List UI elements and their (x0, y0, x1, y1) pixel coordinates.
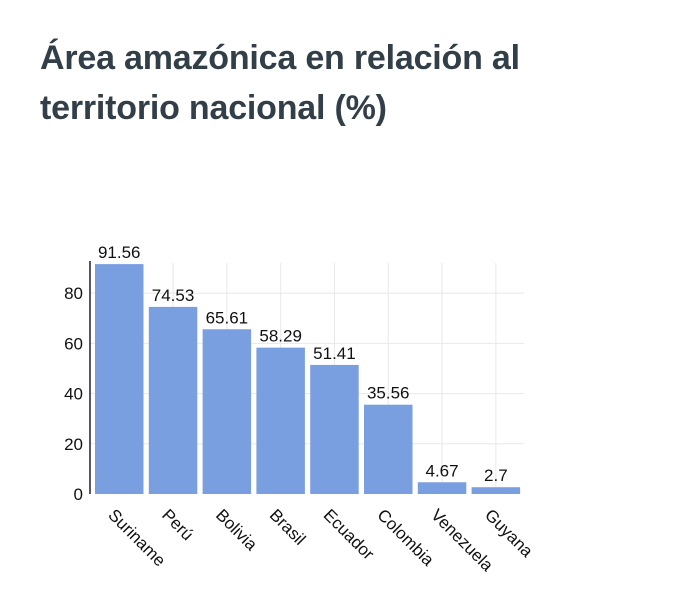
y-tick-label: 60 (64, 334, 83, 353)
data-label: 4.67 (426, 461, 459, 480)
data-label: 91.56 (98, 243, 141, 262)
bar (202, 329, 252, 494)
x-tick-label: Perú (158, 505, 197, 544)
x-tick-label: Ecuador (320, 505, 378, 563)
data-label: 58.29 (259, 327, 302, 346)
data-label: 65.61 (206, 308, 249, 327)
x-tick-label: Brasil (266, 505, 309, 548)
bar (148, 306, 198, 494)
data-label: 2.7 (484, 466, 508, 485)
bar (95, 264, 144, 494)
y-tick-label: 0 (74, 485, 83, 504)
data-label: 35.56 (367, 384, 410, 403)
x-tick-label: Bolivia (212, 505, 261, 554)
data-label: 51.41 (313, 344, 356, 363)
bar (256, 347, 305, 494)
bar (471, 487, 521, 494)
x-tick-label: Colombia (373, 505, 438, 570)
y-tick-label: 80 (64, 284, 83, 303)
data-label: 74.53 (152, 286, 195, 305)
x-tick-label: Suriname (104, 505, 169, 570)
bar (310, 364, 359, 494)
bar (364, 404, 413, 494)
chart-title: Área amazónica en relación al territorio… (40, 39, 520, 127)
bar (417, 482, 467, 494)
y-tick-label: 40 (64, 385, 83, 404)
y-tick-label: 20 (64, 435, 83, 454)
